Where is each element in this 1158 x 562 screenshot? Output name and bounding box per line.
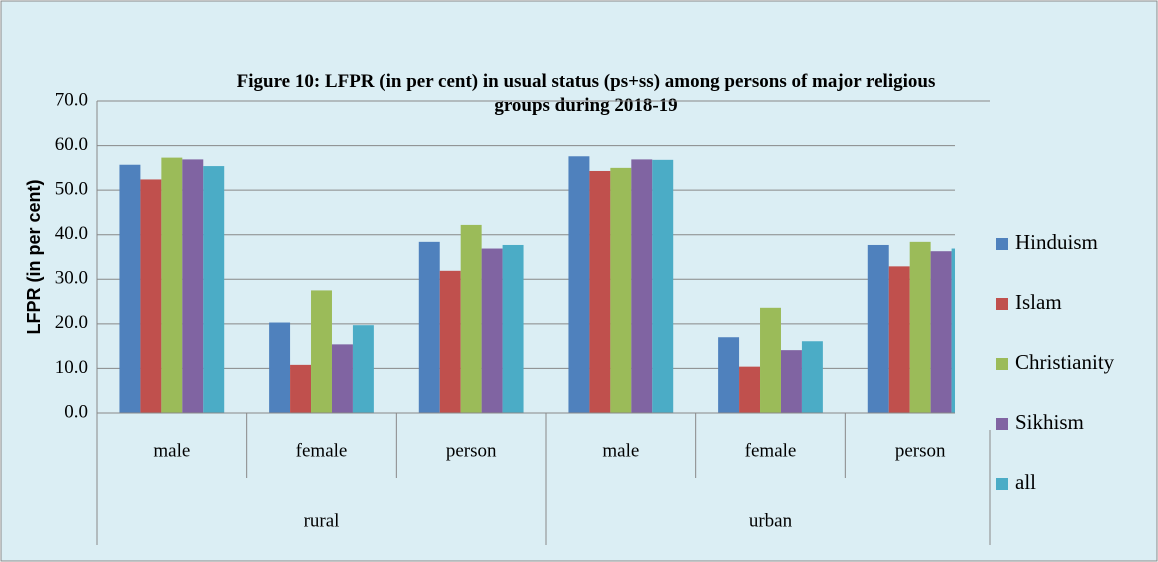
bar xyxy=(439,270,461,413)
legend-label: Christianity xyxy=(1015,350,1115,374)
y-tick-label: 10.0 xyxy=(55,357,88,378)
legend-label: all xyxy=(1015,470,1036,494)
bar xyxy=(568,156,590,414)
x-tick-label: female xyxy=(745,440,797,461)
bar xyxy=(331,344,353,413)
x-group-label: urban xyxy=(749,510,793,531)
bar xyxy=(930,251,952,413)
bar xyxy=(589,170,611,413)
legend-swatch xyxy=(996,478,1008,490)
bar xyxy=(867,244,889,413)
bar xyxy=(909,241,931,413)
y-tick-label: 30.0 xyxy=(55,268,88,289)
y-tick-label: 70.0 xyxy=(55,89,88,110)
bar xyxy=(760,307,781,413)
x-tick-label: female xyxy=(296,440,348,461)
x-tick-label: person xyxy=(895,440,946,461)
bar xyxy=(801,341,823,413)
legend-background xyxy=(955,130,1155,430)
bar xyxy=(352,325,374,413)
legend-swatch xyxy=(996,298,1008,310)
legend-label: Hinduism xyxy=(1015,230,1098,254)
bar xyxy=(481,248,503,413)
bar xyxy=(418,241,440,413)
bar xyxy=(161,157,183,413)
bar xyxy=(780,350,802,413)
x-tick-label: male xyxy=(602,440,639,461)
bar xyxy=(739,366,761,413)
legend-swatch xyxy=(996,238,1008,250)
bar xyxy=(460,224,482,413)
y-tick-label: 40.0 xyxy=(55,223,88,244)
legend-swatch xyxy=(996,358,1008,370)
y-tick-label: 50.0 xyxy=(55,179,88,200)
bar xyxy=(610,167,632,413)
bar xyxy=(290,364,312,413)
bar xyxy=(311,290,332,413)
x-group-label: rural xyxy=(304,510,340,531)
y-tick-label: 0.0 xyxy=(64,401,88,422)
x-tick-label: male xyxy=(153,440,190,461)
y-tick-label: 20.0 xyxy=(55,312,88,333)
legend-label: Islam xyxy=(1015,290,1062,314)
bar xyxy=(203,166,225,413)
y-axis-label: LFPR (in per cent) xyxy=(24,179,44,334)
bar xyxy=(502,244,524,413)
bar xyxy=(269,322,291,413)
bar xyxy=(182,159,204,413)
x-tick-label: person xyxy=(446,440,497,461)
legend-swatch xyxy=(996,418,1008,430)
bar xyxy=(631,159,653,413)
y-tick-label: 60.0 xyxy=(55,134,88,155)
bar xyxy=(119,164,141,413)
bar xyxy=(888,266,910,413)
bar xyxy=(718,337,740,413)
bar xyxy=(140,179,162,413)
bar xyxy=(652,159,674,413)
legend-label: Sikhism xyxy=(1015,410,1084,434)
